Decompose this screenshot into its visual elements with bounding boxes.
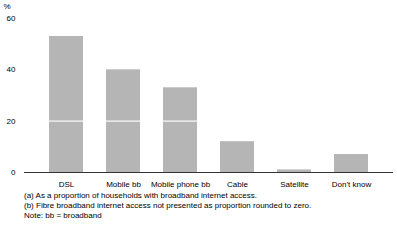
- svg-text:Don't know: Don't know: [332, 180, 372, 189]
- svg-text:Mobile phone bb: Mobile phone bb: [151, 180, 211, 189]
- svg-text:20: 20: [7, 117, 16, 126]
- svg-text:Satellite: Satellite: [280, 180, 309, 189]
- svg-text:Cable: Cable: [227, 180, 248, 189]
- svg-text:%: %: [4, 2, 11, 11]
- svg-text:60: 60: [7, 14, 16, 23]
- svg-text:40: 40: [7, 65, 16, 74]
- svg-text:0: 0: [11, 168, 16, 177]
- svg-text:DSL: DSL: [59, 180, 75, 189]
- html-text:(a) As a proportion of househo: (a) As a proportion of households with b…: [24, 191, 257, 200]
- html-text:Note: bb = broadband: Note: bb = broadband: [24, 211, 102, 220]
- html-text:(b) Fibre broadband internet a: (b) Fibre broadband internet access not …: [24, 201, 312, 210]
- svg-text:Mobile bb: Mobile bb: [106, 180, 141, 189]
